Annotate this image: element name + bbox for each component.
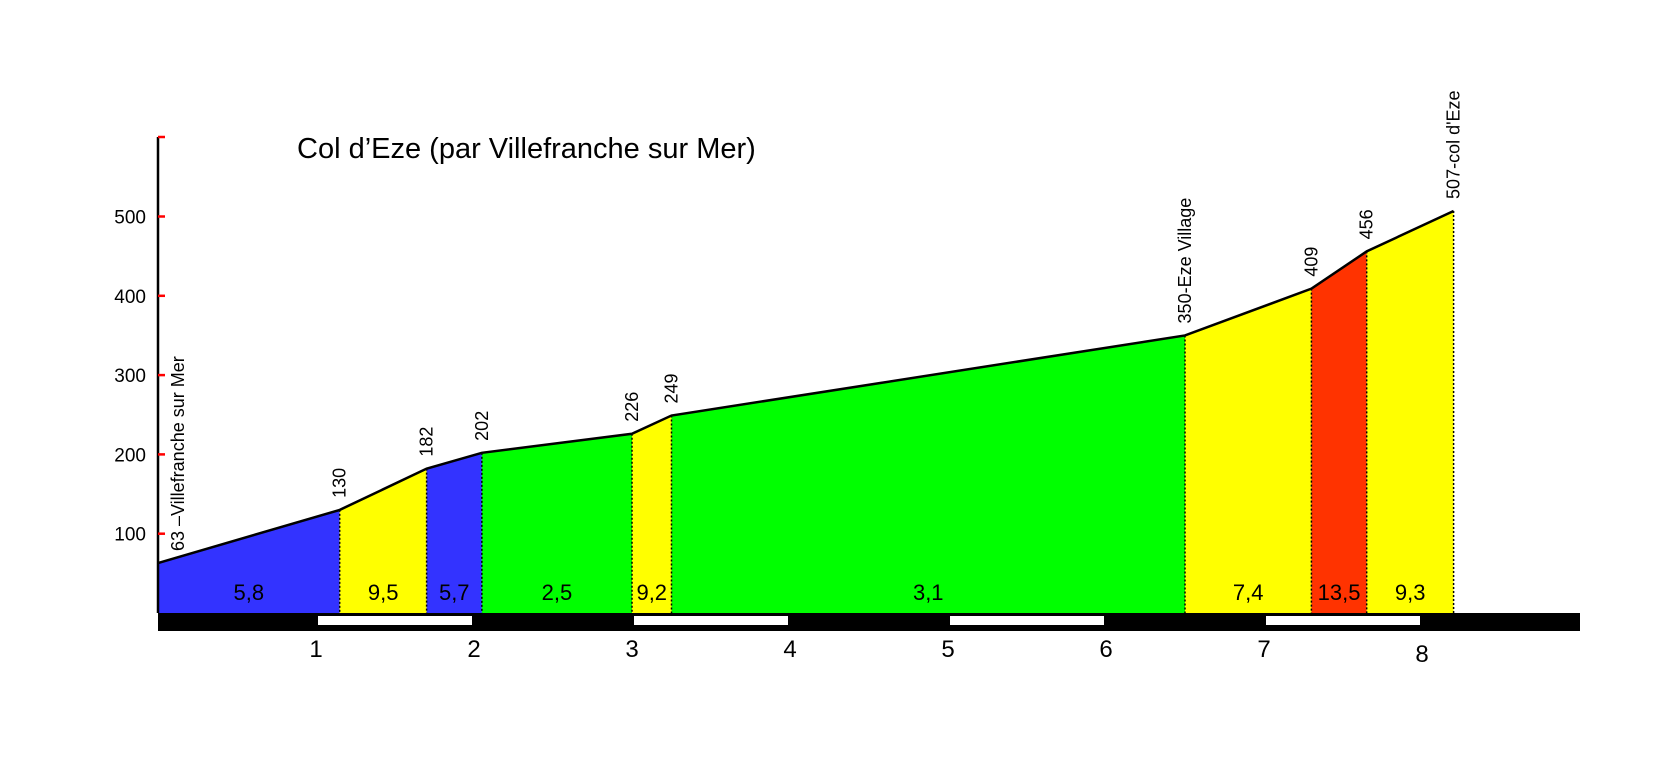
segment-fill-3 <box>426 452 482 613</box>
segment-fill-4 <box>481 433 632 613</box>
segment-fill-6 <box>671 335 1185 613</box>
km-bar-white-5 <box>950 616 1104 625</box>
segment-fill-9 <box>1366 210 1454 613</box>
point-label-10: 507-col d'Eze <box>1444 90 1464 199</box>
segment-grade-label-9: 9,3 <box>1395 580 1426 605</box>
km-bar-white-1 <box>318 616 472 625</box>
segment-fill-7 <box>1185 288 1312 613</box>
point-label-6: 249 <box>662 373 682 403</box>
segment-grade-label-4: 2,5 <box>542 580 573 605</box>
point-label-1: 63 –Villefranche sur Mer <box>168 356 188 551</box>
segment-fill-2 <box>339 468 427 613</box>
chart-title: Col d’Eze (par Villefranche sur Mer) <box>297 133 756 165</box>
segment-fill-5 <box>632 415 672 613</box>
segment-grade-label-3: 5,7 <box>439 580 470 605</box>
km-label-7: 7 <box>1257 636 1270 663</box>
segment-grade-label-6: 3,1 <box>913 580 944 605</box>
y-tick-label-200: 200 <box>114 445 146 466</box>
km-bar-white-3 <box>634 616 788 625</box>
point-label-2: 130 <box>330 468 350 498</box>
y-tick-label-400: 400 <box>114 287 146 308</box>
segment-grade-label-7: 7,4 <box>1233 580 1264 605</box>
km-label-1: 1 <box>309 636 322 663</box>
point-label-4: 202 <box>472 411 492 441</box>
y-axis: 100 200 300 400 500 <box>114 135 165 613</box>
profile-line <box>157 209 1455 565</box>
km-label-4: 4 <box>783 636 796 663</box>
segment-dividers <box>338 210 1455 613</box>
point-label-5: 226 <box>622 392 642 422</box>
km-bar-base <box>158 613 1580 631</box>
y-tick-label-300: 300 <box>114 366 146 387</box>
y-tick-label-100: 100 <box>114 525 146 546</box>
point-label-9: 456 <box>1357 209 1377 239</box>
km-label-5: 5 <box>941 636 954 663</box>
point-label-3: 182 <box>417 427 437 457</box>
segment-grade-label-2: 9,5 <box>368 580 399 605</box>
segment-grade-label-5: 9,2 <box>636 580 667 605</box>
km-label-6: 6 <box>1099 636 1112 663</box>
point-label-8: 409 <box>1301 247 1321 277</box>
km-bar: 1 2 3 4 5 6 7 8 <box>158 613 1580 668</box>
point-label-7: 350-Eze Village <box>1175 198 1195 324</box>
chart-labels: 5,8 9,5 5,7 2,5 9,2 3,1 7,4 13,5 9,3 63 –Villefra… <box>168 90 1464 605</box>
gradient-segments <box>158 210 1454 613</box>
y-tick-label-500: 500 <box>114 208 146 229</box>
km-bar-white-7 <box>1266 616 1420 625</box>
segment-grade-label-8: 13,5 <box>1318 580 1361 605</box>
segment-grade-label-1: 5,8 <box>234 580 265 605</box>
segment-fill-8 <box>1311 251 1367 613</box>
km-label-8: 8 <box>1415 641 1428 668</box>
profile-outline-group <box>157 209 1455 565</box>
km-label-2: 2 <box>467 636 480 663</box>
segment-fill-1 <box>158 509 340 613</box>
km-label-3: 3 <box>625 636 638 663</box>
